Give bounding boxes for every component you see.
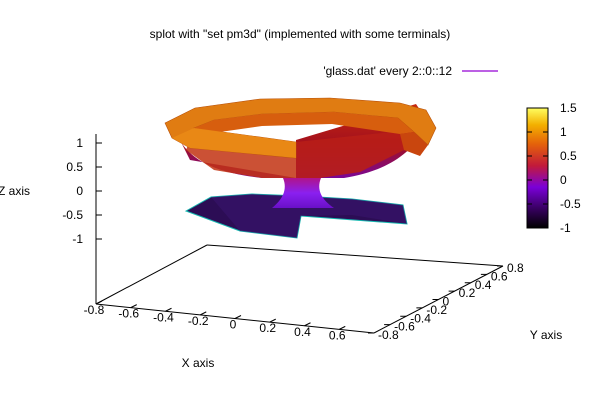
colorbar-tick-label: 0.5 [560, 149, 577, 163]
colorbar-tick-label: 1 [560, 125, 567, 139]
x-tick-mark [165, 307, 172, 312]
y-tick-label: -0.2 [426, 303, 447, 317]
colorbar-tick-label: -0.5 [560, 197, 581, 211]
surface-rim-front-band [172, 128, 296, 158]
y-tick-label: -0.8 [378, 328, 399, 342]
x-tick-label: 0.6 [329, 328, 346, 342]
y-tick-label: 0.8 [507, 261, 524, 275]
chart-title: splot with "set pm3d" (implemented with … [150, 27, 451, 41]
z-tick-label: 1 [76, 136, 83, 150]
z-tick-label: 0 [76, 184, 83, 198]
back-right-line [206, 244, 504, 267]
surface-bowl-inner-right [296, 118, 420, 178]
legend-label: 'glass.dat' every 2::0::12 [323, 64, 452, 78]
z-tick-label: -1 [72, 232, 83, 246]
x-tick-mark [269, 318, 276, 323]
colorbar: -1 -0.5 0 0.5 1 1.5 [526, 101, 581, 235]
surface-rim-inner-band [194, 112, 414, 134]
z-tick-label: 0.5 [66, 160, 83, 174]
x-tick-mark [234, 315, 242, 319]
x-tick-label: -0.8 [84, 303, 105, 317]
x-tick-mark [130, 304, 137, 309]
z-axis-label: Z axis [0, 184, 30, 198]
colorbar-box [526, 107, 549, 229]
y-tick-label: -0.6 [394, 320, 415, 334]
colorbar-tick-label: 1.5 [560, 101, 577, 115]
y-axis-label: Y axis [530, 328, 562, 342]
x-tick-mark [304, 322, 311, 327]
z-tick-label: -0.5 [62, 208, 83, 222]
legend: 'glass.dat' every 2::0::12 [323, 64, 498, 78]
colorbar-tick-label: -1 [560, 221, 571, 235]
x-axis-label: X axis [182, 356, 215, 370]
y-tick-label: -0.4 [410, 311, 431, 325]
y-tick-label: 0.2 [459, 286, 476, 300]
x-tick-label: -0.4 [153, 310, 174, 324]
x-tick-mark [200, 311, 207, 316]
back-left-line [95, 244, 208, 305]
x-tick-label: -0.2 [188, 314, 209, 328]
colorbar-tick-label: 0 [560, 173, 567, 187]
colorbar-ticks: -1 -0.5 0 0.5 1 1.5 [527, 101, 581, 235]
z-axis-ticks: -1 -0.5 0 0.5 1 [62, 136, 102, 246]
x-tick-label: 0.2 [259, 321, 276, 335]
x-axis-ticks: -0.8 -0.6 -0.4 -0.2 0 0.2 0.4 0.6 [84, 300, 346, 342]
y-tick-label: 0.6 [491, 269, 508, 283]
x-tick-label: 0 [230, 318, 237, 332]
x-tick-mark [339, 325, 346, 330]
surface [164, 97, 437, 239]
x-tick-mark [95, 300, 103, 305]
surface-rim-right-band [400, 132, 428, 156]
surface-stem [272, 178, 334, 208]
x-tick-label: -0.6 [118, 307, 139, 321]
y-axis-ticks: -0.8-0.6-0.4-0.20 0.20.40.60.8 [368, 261, 524, 342]
y-tick-label: 0 [443, 295, 450, 309]
surface-base-shade [211, 194, 407, 238]
x-tick-label: 0.4 [294, 325, 311, 339]
y-tick-label: 0.4 [475, 278, 492, 292]
